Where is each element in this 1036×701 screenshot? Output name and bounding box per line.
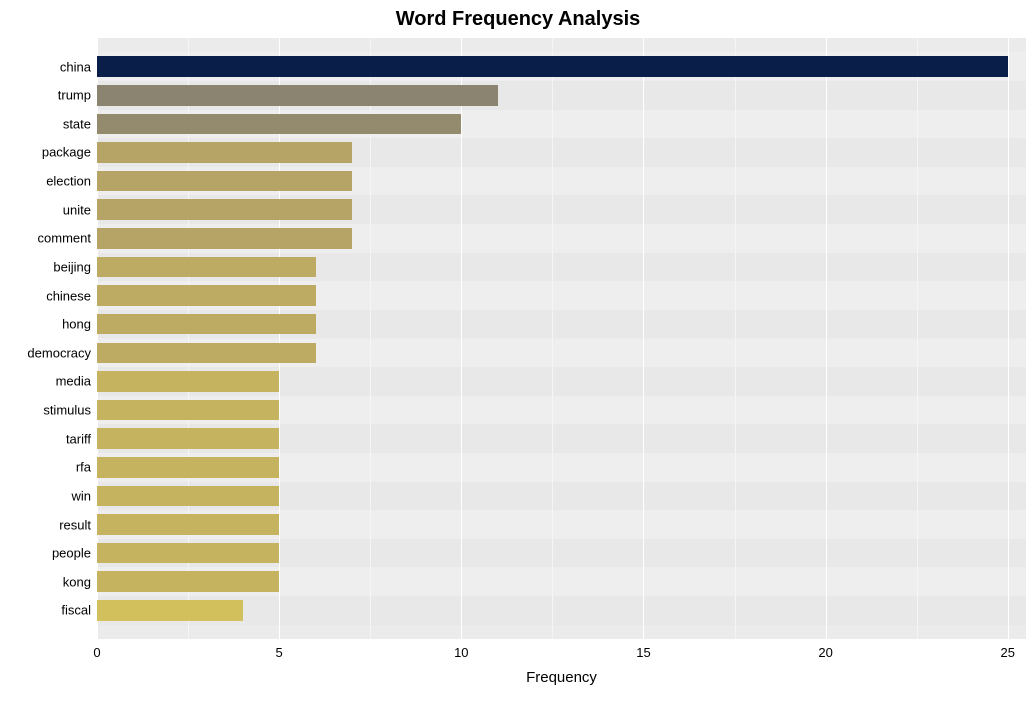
chart-title: Word Frequency Analysis <box>0 8 1036 31</box>
plot-area: 0510152025 <box>97 38 1026 639</box>
gridline <box>1008 38 1009 639</box>
y-tick-label: fiscal <box>61 603 91 618</box>
x-tick-label: 5 <box>276 645 283 660</box>
y-tick-label: trump <box>58 88 91 103</box>
y-tick-label: rfa <box>76 460 91 475</box>
y-tick-label: china <box>60 59 91 74</box>
x-tick-label: 25 <box>1001 645 1015 660</box>
word-frequency-chart: Word Frequency Analysis 0510152025 china… <box>0 0 1036 701</box>
x-tick-label: 15 <box>636 645 650 660</box>
bar <box>97 343 316 364</box>
bar <box>97 285 316 306</box>
bar <box>97 142 352 163</box>
bar <box>97 114 461 135</box>
x-tick-label: 20 <box>818 645 832 660</box>
y-tick-label: win <box>71 488 91 503</box>
bar <box>97 428 279 449</box>
y-tick-label: tariff <box>66 431 91 446</box>
bar <box>97 571 279 592</box>
bar <box>97 85 498 106</box>
bar <box>97 514 279 535</box>
bar <box>97 314 316 335</box>
bar <box>97 457 279 478</box>
y-tick-label: hong <box>62 317 91 332</box>
bar <box>97 400 279 421</box>
x-axis-label: Frequency <box>526 669 597 686</box>
gridline <box>643 38 644 639</box>
gridline <box>826 38 827 639</box>
x-tick-label: 10 <box>454 645 468 660</box>
y-tick-label: package <box>42 145 91 160</box>
y-tick-label: comment <box>38 231 91 246</box>
bar <box>97 486 279 507</box>
y-tick-label: state <box>63 116 91 131</box>
bar <box>97 600 243 621</box>
gridline <box>461 38 462 639</box>
y-tick-label: kong <box>63 574 91 589</box>
y-tick-label: people <box>52 546 91 561</box>
bar <box>97 257 316 278</box>
y-tick-label: result <box>59 517 91 532</box>
minor-gridline <box>917 38 918 639</box>
minor-gridline <box>552 38 553 639</box>
bar <box>97 543 279 564</box>
y-tick-label: chinese <box>46 288 91 303</box>
bar <box>97 228 352 249</box>
bar <box>97 171 352 192</box>
y-tick-label: election <box>46 174 91 189</box>
y-tick-label: democracy <box>27 345 91 360</box>
y-tick-label: unite <box>63 202 91 217</box>
y-tick-label: beijing <box>53 259 91 274</box>
x-tick-label: 0 <box>93 645 100 660</box>
bar <box>97 371 279 392</box>
y-tick-label: stimulus <box>43 403 91 418</box>
y-tick-label: media <box>56 374 91 389</box>
minor-gridline <box>735 38 736 639</box>
bar <box>97 56 1008 77</box>
bar <box>97 199 352 220</box>
